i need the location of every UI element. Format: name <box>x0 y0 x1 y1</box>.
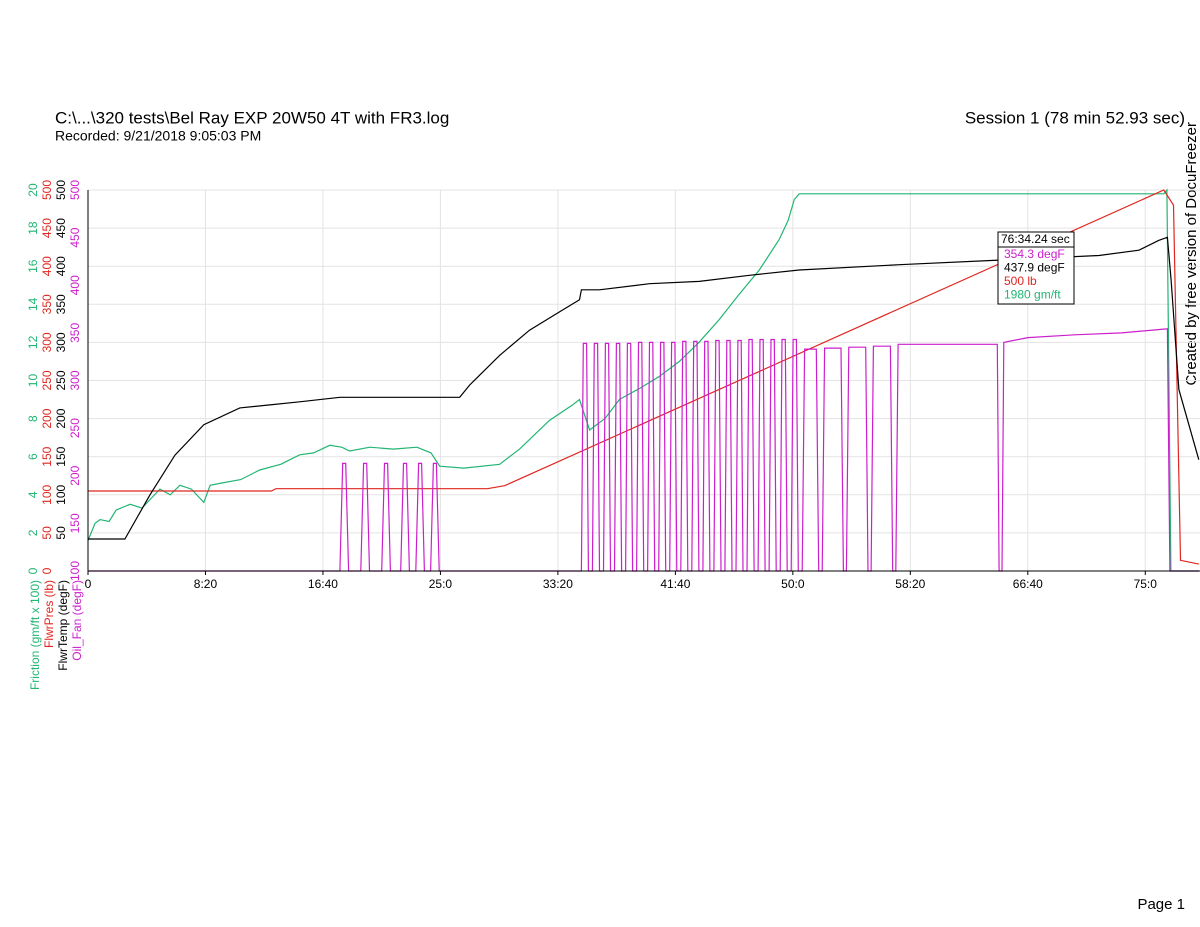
y-tick-label: 450 <box>54 218 68 238</box>
tooltip-line: 354.3 degF <box>1004 247 1065 261</box>
y-tick-label: 200 <box>40 408 54 428</box>
y-tick-label: 500 <box>40 180 54 200</box>
tooltip-line: 500 lb <box>1004 274 1037 288</box>
y-tick-label: 10 <box>26 374 40 388</box>
y-axis-title: Oil_Fan (degF) <box>70 580 84 661</box>
y-axis-title: FlwrPres (lb) <box>42 580 56 648</box>
x-tick-label: 16:40 <box>308 577 338 591</box>
y-tick-label: 100 <box>54 484 68 504</box>
y-axis-title: Friction (gm/ft x 100) <box>28 580 42 690</box>
x-tick-label: 0 <box>85 577 92 591</box>
x-tick-label: 25:0 <box>429 577 453 591</box>
y-tick-label: 450 <box>68 227 82 247</box>
y-tick-label: 20 <box>26 183 40 197</box>
y-tick-label: 150 <box>40 446 54 466</box>
y-tick-label: 450 <box>40 218 54 238</box>
y-tick-label: 250 <box>54 370 68 390</box>
y-tick-label: 250 <box>68 418 82 438</box>
x-tick-label: 41:40 <box>660 577 690 591</box>
y-tick-label: 250 <box>40 370 54 390</box>
series-line <box>88 188 1199 572</box>
plot-area <box>88 188 1200 572</box>
y-tick-label: 2 <box>26 529 40 536</box>
y-tick-label: 6 <box>26 453 40 460</box>
y-tick-label: 300 <box>68 370 82 390</box>
y-tick-label: 400 <box>68 275 82 295</box>
x-tick-label: 50:0 <box>781 577 805 591</box>
y-tick-label: 350 <box>40 294 54 314</box>
series-line <box>88 236 1200 540</box>
watermark: Created by free version of DocuFreezer <box>1183 122 1200 385</box>
y-tick-label: 350 <box>54 294 68 314</box>
y-axis-title: FlwrTemp (degF) <box>56 580 70 671</box>
y-tick-label: 300 <box>54 332 68 352</box>
x-tick-label: 58:20 <box>895 577 925 591</box>
tooltip-box <box>997 231 1075 305</box>
axes: 0 8:20 16:40 25:0 33:20 41:40 50:0 58:20 66:40 75… <box>26 180 1157 690</box>
y-tick-label: 100 <box>40 484 54 504</box>
file-title: C:\...\320 tests\Bel Ray EXP 20W50 4T wi… <box>55 108 449 127</box>
y-tick-label: 150 <box>68 513 82 533</box>
y-tick-label: 300 <box>40 332 54 352</box>
y-tick-label: 12 <box>26 335 40 349</box>
x-tick-label: 33:20 <box>543 577 573 591</box>
x-tick-label: 66:40 <box>1013 577 1043 591</box>
y-tick-label: 4 <box>26 491 40 498</box>
recorded-date: Recorded: 9/21/2018 9:05:03 PM <box>55 128 261 144</box>
y-tick-label: 400 <box>40 256 54 276</box>
y-tick-label: 18 <box>26 221 40 235</box>
tooltip-line: 437.9 degF <box>1004 261 1065 275</box>
tooltip-time: 76:34.24 sec <box>1001 232 1070 246</box>
series-line <box>88 189 1199 565</box>
y-tick-label: 16 <box>26 259 40 273</box>
y-tick-label: 150 <box>54 446 68 466</box>
x-tick-label: 75:0 <box>1134 577 1158 591</box>
x-tick-label: 8:20 <box>194 577 218 591</box>
y-tick-label: 0 <box>40 567 54 574</box>
y-tick-label: 400 <box>54 256 68 276</box>
y-tick-label: 100 <box>68 561 82 581</box>
y-tick-label: 500 <box>68 180 82 200</box>
y-tick-label: 50 <box>40 526 54 540</box>
y-tick-label: 0 <box>26 567 40 574</box>
y-tick-label: 200 <box>68 465 82 485</box>
session-info: Session 1 (78 min 52.93 sec) <box>965 108 1185 127</box>
y-tick-label: 14 <box>26 297 40 311</box>
y-tick-label: 350 <box>68 323 82 343</box>
y-tick-label: 500 <box>54 180 68 200</box>
series-line <box>88 328 1199 572</box>
tooltip-line: 1980 gm/ft <box>1004 288 1061 302</box>
y-tick-label: 8 <box>26 415 40 422</box>
y-tick-label: 200 <box>54 408 68 428</box>
y-tick-label: 50 <box>54 526 68 540</box>
page-number: Page 1 <box>1137 896 1185 913</box>
